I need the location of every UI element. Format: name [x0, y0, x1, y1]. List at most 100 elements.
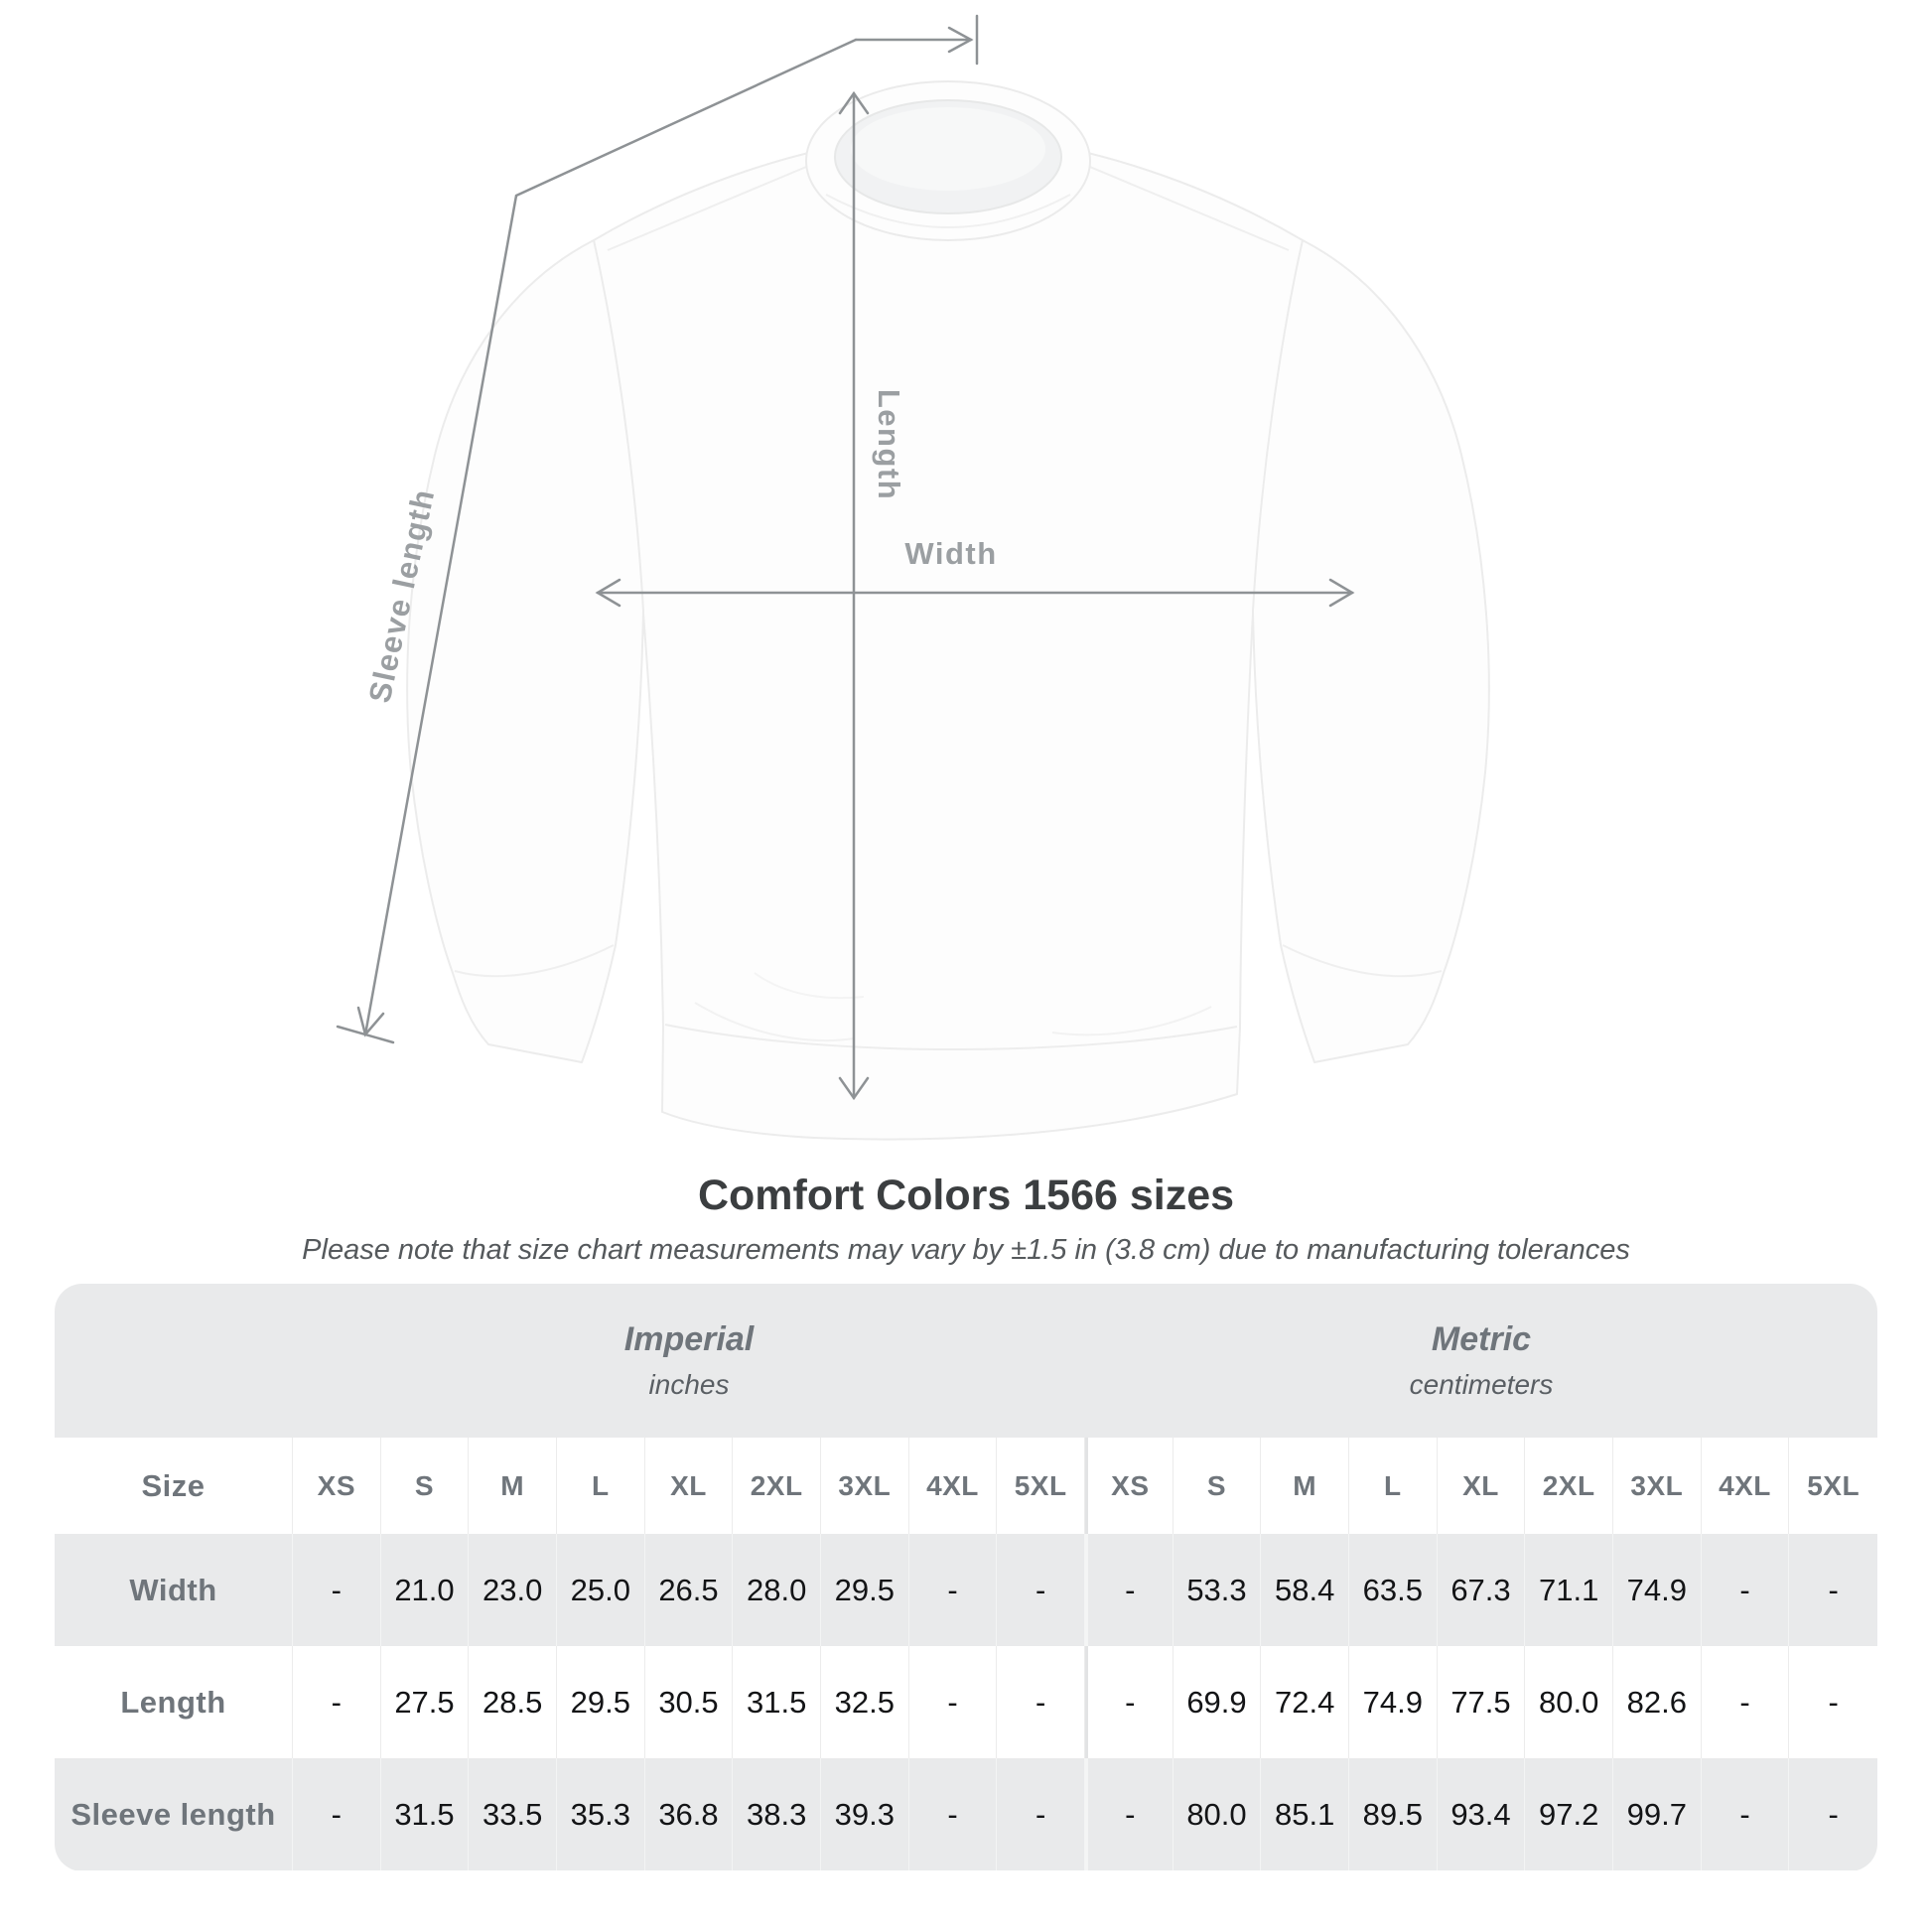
- size-value-cell: 31.5: [733, 1646, 821, 1758]
- metric-group-header: Metric centimeters: [1085, 1284, 1877, 1438]
- size-value-cell: 63.5: [1349, 1534, 1438, 1646]
- size-column-header-row: Size XS S M L XL 2XL 3XL 4XL 5XL XS S M …: [55, 1438, 1877, 1534]
- size-value-cell: 36.8: [645, 1758, 734, 1870]
- right-shoulder-seam: [1065, 156, 1290, 251]
- size-value-cell: 31.5: [381, 1758, 470, 1870]
- size-col-header: L: [557, 1438, 645, 1534]
- size-value-cell: -: [1828, 1684, 1839, 1720]
- row-label: Width: [55, 1534, 293, 1646]
- size-value-cell: 74.9: [1613, 1534, 1702, 1646]
- size-value-cell: -: [1084, 1534, 1173, 1646]
- size-value-cell: 74.9: [1349, 1646, 1438, 1758]
- size-value-cell: 89.5: [1349, 1758, 1438, 1870]
- size-value-cell: -: [1702, 1758, 1790, 1870]
- size-col-header: M: [1261, 1438, 1349, 1534]
- size-value-cell: 38.3: [733, 1758, 821, 1870]
- page-title: Comfort Colors 1566 sizes: [697, 1172, 1235, 1219]
- size-value-cell: -: [1702, 1534, 1790, 1646]
- size-value-cell: 58.4: [1261, 1534, 1349, 1646]
- size-value-cell: 53.3: [1173, 1534, 1262, 1646]
- size-col-header: XL: [1438, 1438, 1526, 1534]
- size-header: Size: [55, 1438, 293, 1534]
- size-value-cell: 69.9: [1173, 1646, 1262, 1758]
- size-col-header: M: [469, 1438, 557, 1534]
- size-value-cell: -: [293, 1758, 381, 1870]
- size-value-cell: 23.0: [469, 1534, 557, 1646]
- garment-left-sleeve: [406, 239, 644, 1063]
- size-value-cell: 67.3: [1438, 1534, 1526, 1646]
- size-value-cell: 71.1: [1525, 1534, 1613, 1646]
- size-col-header: 5XL: [1807, 1469, 1861, 1501]
- length-measure-label: Length: [872, 388, 906, 501]
- tolerance-note: Please note that size chart measurements…: [302, 1234, 1630, 1266]
- size-value-cell: 29.5: [821, 1534, 909, 1646]
- size-col-header: L: [1349, 1438, 1438, 1534]
- size-value-cell: 29.5: [557, 1646, 645, 1758]
- size-value-cell: 32.5: [821, 1646, 909, 1758]
- row-label: Sleeve length: [55, 1758, 293, 1870]
- size-value-cell: -: [1084, 1758, 1173, 1870]
- table-row-length: Length - 27.5 28.5 29.5 30.5 31.5 32.5 -…: [55, 1646, 1877, 1758]
- size-value-cell: 99.7: [1613, 1758, 1702, 1870]
- size-value-cell: -: [909, 1646, 998, 1758]
- size-col-header: 4XL: [909, 1438, 998, 1534]
- size-value-cell: -: [909, 1758, 998, 1870]
- size-value-cell: 85.1: [1261, 1758, 1349, 1870]
- size-value-cell: -: [1084, 1646, 1173, 1758]
- size-value-cell: 77.5: [1438, 1646, 1526, 1758]
- size-value-cell: -: [293, 1534, 381, 1646]
- size-value-cell: 39.3: [821, 1758, 909, 1870]
- size-value-cell: 21.0: [381, 1534, 470, 1646]
- row-label: Length: [55, 1646, 293, 1758]
- size-col-header: 2XL: [1525, 1438, 1613, 1534]
- size-col-header: XS: [293, 1438, 381, 1534]
- imperial-group-label: Imperial: [623, 1320, 755, 1358]
- size-chart-table: Imperial inches Metric centimeters Size …: [55, 1284, 1877, 1871]
- size-col-header: 5XL: [997, 1438, 1085, 1534]
- size-value-cell: -: [997, 1534, 1085, 1646]
- size-col-header: XL: [645, 1438, 734, 1534]
- size-value-cell: -: [1828, 1796, 1839, 1832]
- width-measure-label: Width: [904, 536, 998, 571]
- sweatshirt-diagram: Length Width Sleeve length: [336, 14, 1490, 1141]
- size-value-cell: 28.0: [733, 1534, 821, 1646]
- size-value-cell: 97.2: [1525, 1758, 1613, 1870]
- size-value-cell: -: [997, 1646, 1085, 1758]
- group-header-spacer: [55, 1284, 293, 1438]
- imperial-group-header: Imperial inches: [293, 1284, 1085, 1438]
- table-row-sleeve-length: Sleeve length - 31.5 33.5 35.3 36.8 38.3…: [55, 1758, 1877, 1870]
- metric-group-label: Metric: [1431, 1320, 1532, 1358]
- size-col-header: 3XL: [1613, 1438, 1702, 1534]
- size-value-cell: 33.5: [469, 1758, 557, 1870]
- garment-collar: [805, 80, 1091, 241]
- size-col-header: 2XL: [733, 1438, 821, 1534]
- size-value-cell: 35.3: [557, 1758, 645, 1870]
- sweatshirt-graphic: [336, 14, 1490, 1141]
- metric-group-unit: centimeters: [1409, 1369, 1554, 1400]
- size-value-cell: 28.5: [469, 1646, 557, 1758]
- table-row-width: Width - 21.0 23.0 25.0 26.5 28.0 29.5 - …: [55, 1534, 1877, 1646]
- length-measure-line: [838, 90, 870, 1101]
- garment-body: [593, 140, 1304, 1141]
- size-value-cell: -: [1702, 1646, 1790, 1758]
- size-col-header: 4XL: [1702, 1438, 1790, 1534]
- imperial-group-unit: inches: [648, 1369, 730, 1400]
- size-value-cell: 30.5: [645, 1646, 734, 1758]
- size-value-cell: 27.5: [381, 1646, 470, 1758]
- size-value-cell: -: [909, 1534, 998, 1646]
- size-col-header: S: [381, 1438, 470, 1534]
- size-value-cell: 93.4: [1438, 1758, 1526, 1870]
- garment-right-sleeve: [1252, 239, 1490, 1063]
- sleeve-length-measure-line: [336, 14, 979, 1044]
- size-value-cell: 82.6: [1613, 1646, 1702, 1758]
- left-shoulder-seam: [607, 156, 831, 251]
- size-value-cell: -: [997, 1758, 1085, 1870]
- size-col-header: S: [1173, 1438, 1262, 1534]
- width-measure-line: [595, 578, 1355, 608]
- unit-group-header-row: Imperial inches Metric centimeters: [55, 1284, 1877, 1438]
- size-value-cell: 80.0: [1173, 1758, 1262, 1870]
- size-value-cell: 72.4: [1261, 1646, 1349, 1758]
- size-value-cell: -: [1828, 1572, 1839, 1607]
- size-col-header: 3XL: [821, 1438, 909, 1534]
- size-value-cell: 25.0: [557, 1534, 645, 1646]
